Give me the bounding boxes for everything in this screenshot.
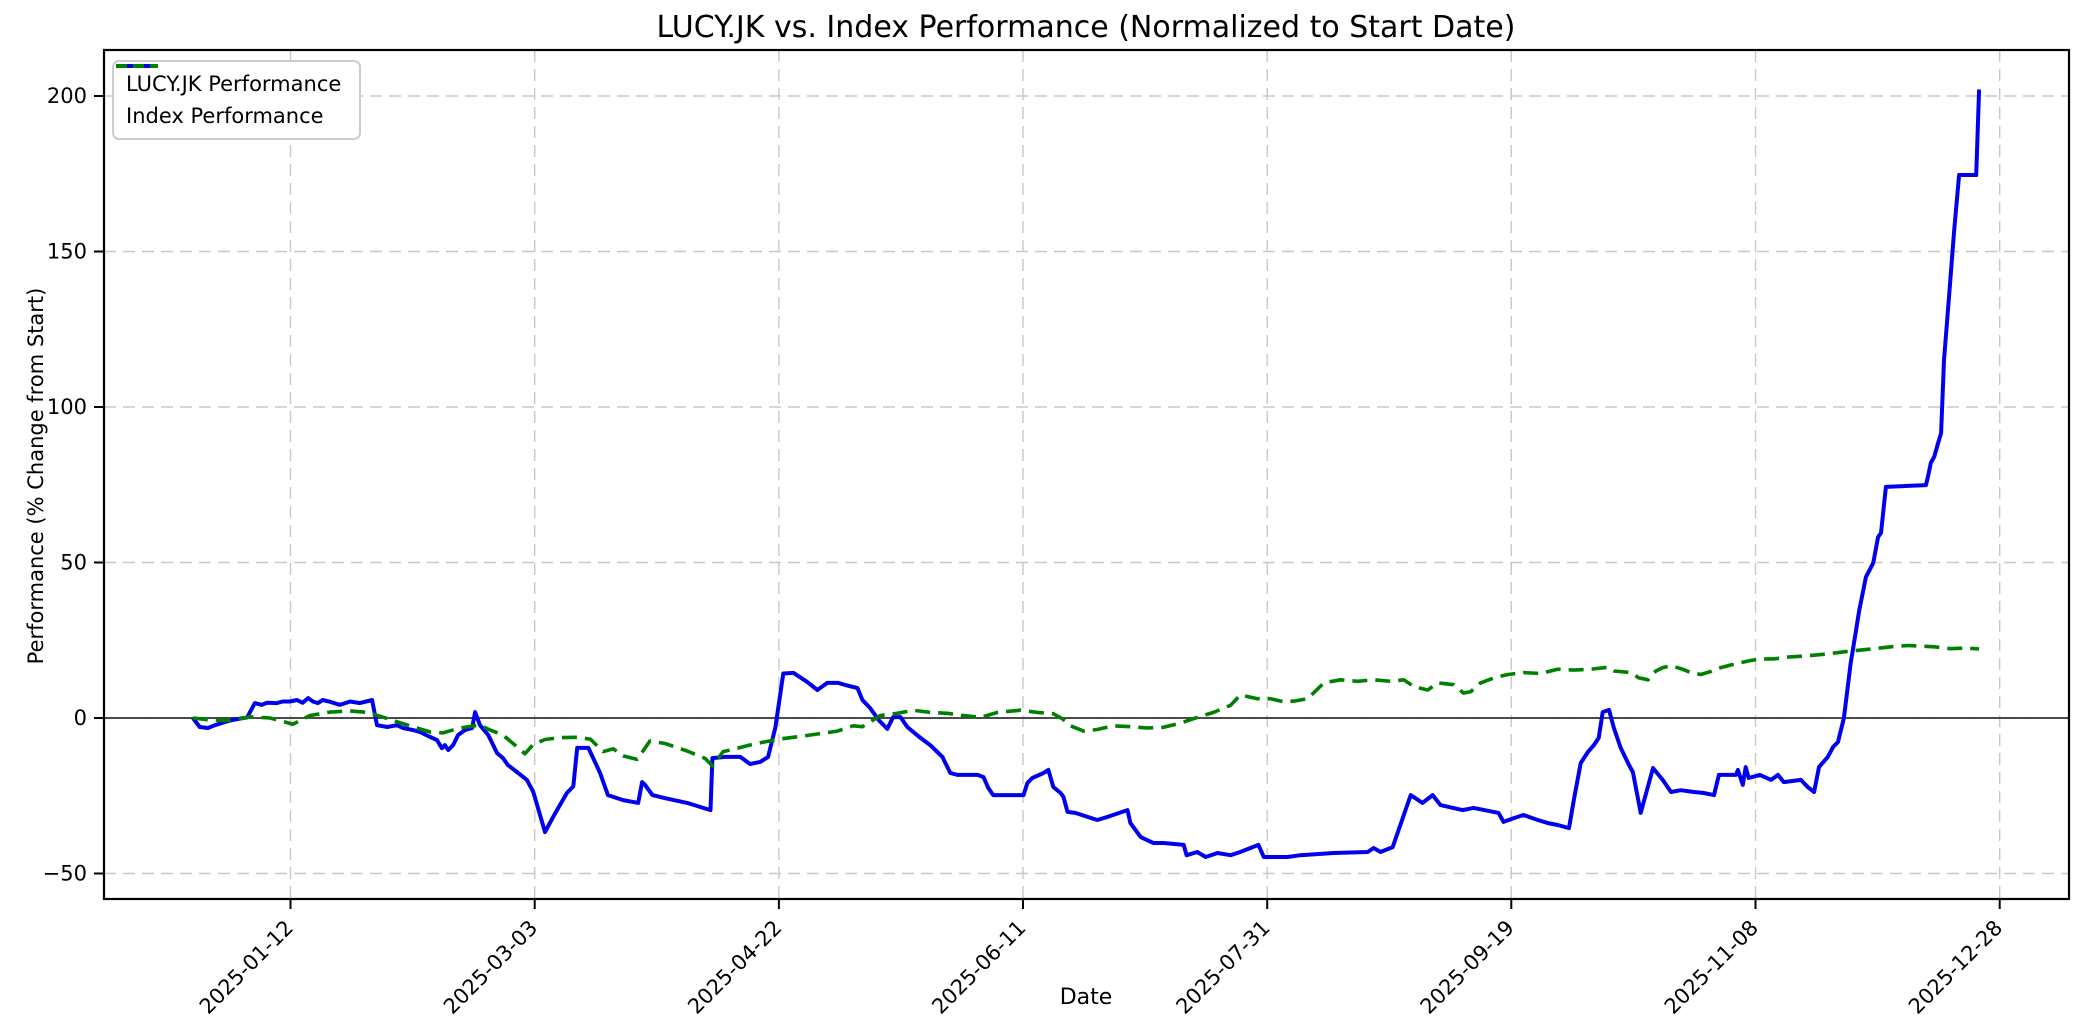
legend-label-index: Index Performance <box>126 104 324 128</box>
plot-frame <box>102 48 2071 901</box>
y-tick-label: −50 <box>43 862 87 886</box>
y-tick-label: 100 <box>47 395 87 419</box>
x-tick-label: 2025-03-03 <box>439 916 542 1019</box>
y-tick-label: 200 <box>47 84 87 108</box>
y-axis-label: Performance (% Change from Start) <box>24 287 48 665</box>
x-tick-label: 2025-12-28 <box>1904 916 2007 1019</box>
x-tick-label: 2025-01-12 <box>195 916 298 1019</box>
chart-title: LUCY.JK vs. Index Performance (Normalize… <box>656 10 1516 45</box>
series-line-lucy <box>191 89 1982 859</box>
x-tick-label: 2025-09-19 <box>1416 916 1519 1019</box>
x-tick-label: 2025-07-31 <box>1171 916 1274 1019</box>
y-tick-label: 150 <box>47 240 87 264</box>
x-tick-label: 2025-04-22 <box>683 916 786 1019</box>
legend-entry-index: Index Performance <box>116 64 341 128</box>
x-axis-label: Date <box>1059 985 1113 1010</box>
legend-entry-lucy: LUCY.JK Performance <box>116 64 342 96</box>
x-tick-label: 2025-06-11 <box>927 916 1030 1019</box>
y-tick-label: 0 <box>74 706 87 730</box>
legend: LUCY.JK Performance Index Performance <box>112 60 362 140</box>
y-tick-label: 50 <box>60 551 87 575</box>
legend-line-dashed-icon <box>116 64 158 68</box>
legend-label-lucy: LUCY.JK Performance <box>126 72 342 96</box>
x-tick-label: 2025-11-08 <box>1660 916 1763 1019</box>
series-line-index <box>192 643 1980 768</box>
